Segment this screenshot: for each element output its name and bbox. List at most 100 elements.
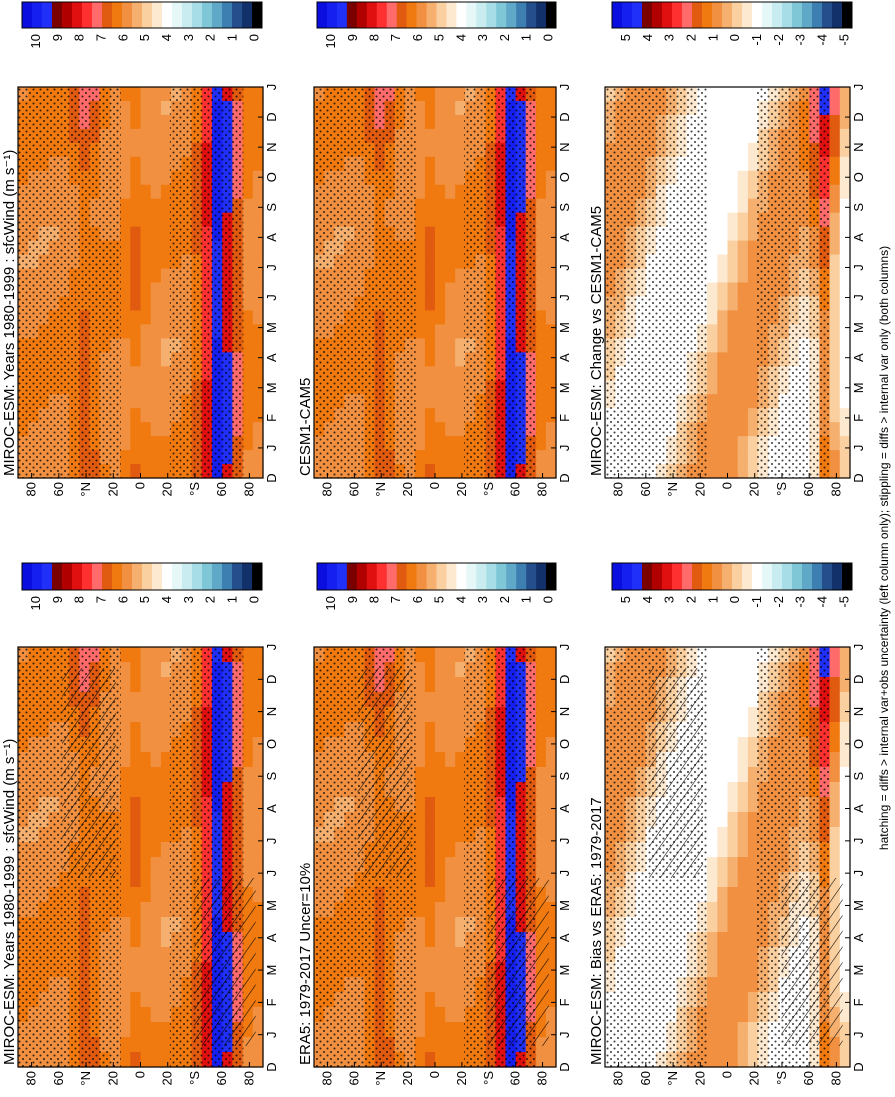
heatmap-cell xyxy=(160,722,172,738)
y-tick-label: 80 xyxy=(319,1071,334,1085)
colorbar-label: 0 xyxy=(727,34,742,41)
heatmap-cell xyxy=(707,114,718,130)
heatmap-cell xyxy=(737,797,749,813)
colorbar-swatch xyxy=(496,2,507,28)
heatmap-cell xyxy=(140,1007,152,1023)
heatmap-cell xyxy=(120,268,131,284)
heatmap-cell xyxy=(130,977,142,993)
heatmap-cell xyxy=(120,812,131,828)
y-tick-label: 80 xyxy=(535,482,550,496)
heatmap-cell xyxy=(839,1052,851,1068)
heatmap-cell xyxy=(140,737,152,753)
heatmap-cell xyxy=(130,947,142,963)
heatmap-cell xyxy=(829,226,841,242)
heatmap-cell xyxy=(535,366,547,381)
heatmap-cell xyxy=(252,226,264,242)
heatmap-cell xyxy=(414,240,426,256)
heatmap-cell xyxy=(414,394,426,409)
heatmap-cell xyxy=(545,692,557,708)
heatmap-cell xyxy=(252,857,264,873)
heatmap-cell xyxy=(150,932,162,948)
heatmap-cell xyxy=(120,782,131,798)
colorbar-swatch xyxy=(396,2,407,28)
heatmap-cell xyxy=(737,767,749,783)
heatmap-cell xyxy=(747,857,759,873)
heatmap-cell xyxy=(424,1037,436,1053)
heatmap-cell xyxy=(160,857,172,873)
heatmap-cell xyxy=(120,87,131,102)
colorbar-swatch xyxy=(692,2,703,28)
heatmap-cell xyxy=(829,436,841,451)
heatmap-cell xyxy=(747,87,759,102)
heatmap-cell xyxy=(747,170,759,186)
heatmap-cell xyxy=(455,352,466,367)
heatmap-cell xyxy=(535,226,547,242)
heatmap-cell xyxy=(535,240,547,256)
heatmap-cell xyxy=(424,1052,436,1068)
heatmap-cell xyxy=(455,268,466,284)
heatmap-cell xyxy=(140,100,152,116)
heatmap-cell xyxy=(445,254,456,270)
colorbar-swatch xyxy=(62,2,73,28)
heatmap-cell xyxy=(130,1007,142,1023)
heatmap-cell xyxy=(435,842,446,858)
heatmap-cell xyxy=(242,310,254,325)
heatmap-cell xyxy=(727,352,739,367)
heatmap-cell xyxy=(535,254,547,270)
heatmap-cell xyxy=(120,692,131,708)
heatmap-cell xyxy=(737,156,749,172)
heatmap-cell xyxy=(130,212,142,228)
heatmap-cell xyxy=(707,812,718,828)
heatmap-cell xyxy=(435,737,446,753)
heatmap-cell xyxy=(435,100,446,116)
heatmap-cell xyxy=(150,100,162,116)
heatmap-cell xyxy=(130,812,142,828)
colorbar-swatch xyxy=(792,2,803,28)
heatmap-cell xyxy=(455,240,466,256)
colorbar-label: 8 xyxy=(72,34,87,41)
heatmap-cell xyxy=(445,1022,456,1038)
heatmap-cell xyxy=(455,887,466,903)
heatmap-cell xyxy=(252,887,264,903)
heatmap-cell xyxy=(455,394,466,409)
heatmap-cell xyxy=(535,812,547,828)
heatmap-cell xyxy=(424,464,436,479)
heatmap-cell xyxy=(424,156,436,172)
heatmap-cell xyxy=(707,254,718,270)
heatmap-cell xyxy=(545,917,557,933)
heatmap-cell xyxy=(455,324,466,339)
heatmap-cell xyxy=(829,310,841,325)
heatmap-cell xyxy=(445,128,456,144)
colorbar-swatch xyxy=(182,2,193,28)
heatmap-cell xyxy=(242,226,254,242)
heatmap-cell xyxy=(545,394,557,409)
heatmap-cell xyxy=(717,1037,729,1053)
heatmap-cell xyxy=(414,212,426,228)
heatmap-cell xyxy=(130,142,142,158)
y-tick-label: 60 xyxy=(638,1071,653,1085)
heatmap-cell xyxy=(160,198,172,214)
heatmap-cell xyxy=(727,662,739,678)
heatmap-cell xyxy=(445,268,456,284)
heatmap-cell xyxy=(414,156,426,172)
heatmap-cell xyxy=(424,198,436,214)
x-tick-label: M xyxy=(557,900,572,911)
heatmap-cell xyxy=(120,1037,131,1053)
heatmap-cell xyxy=(737,827,749,843)
heatmap-cell xyxy=(435,184,446,200)
heatmap-cell xyxy=(747,842,759,858)
heatmap-cell xyxy=(747,752,759,768)
heatmap-cell xyxy=(455,198,466,214)
heatmap-cell xyxy=(445,932,456,948)
heatmap-cell xyxy=(424,1007,436,1023)
heatmap-cell xyxy=(150,436,162,451)
heatmap-cell xyxy=(130,394,142,409)
heatmap-cell xyxy=(414,752,426,768)
colorbar-swatch xyxy=(742,2,753,28)
heatmap-cell xyxy=(727,464,739,479)
heatmap-cell xyxy=(252,324,264,339)
heatmap-cell xyxy=(545,902,557,918)
heatmap-cell xyxy=(829,156,841,172)
heatmap-cell xyxy=(707,156,718,172)
heatmap-cell xyxy=(829,282,841,298)
